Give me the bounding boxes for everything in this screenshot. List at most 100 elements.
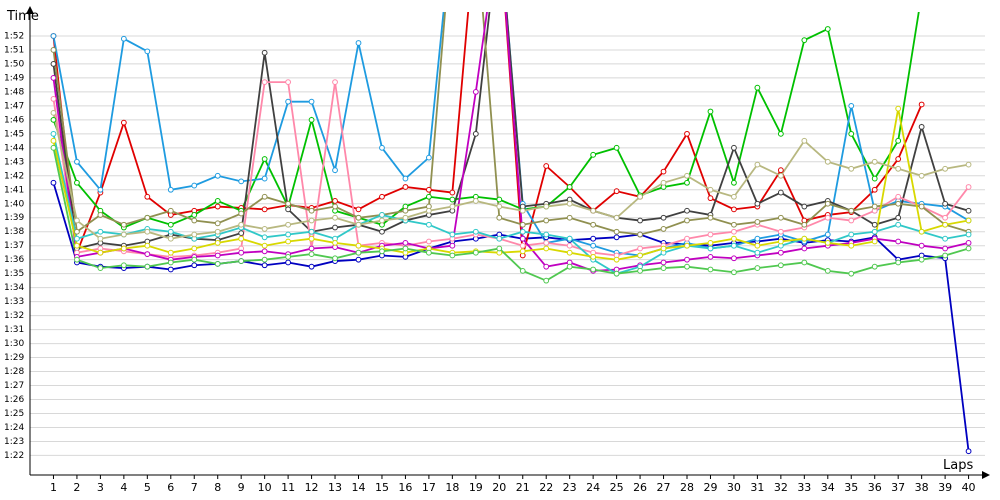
lap-point (895, 105, 902, 112)
lap-point (731, 221, 737, 228)
lap-point (167, 259, 174, 266)
x-tick-label: 9 (238, 481, 245, 494)
lap-point (519, 248, 526, 255)
lap-point (824, 26, 831, 32)
y-tick-label: 1:50 (4, 59, 24, 69)
lap-point (472, 198, 479, 204)
lap-point (777, 130, 784, 137)
lap-point (355, 242, 362, 249)
lap-point (167, 186, 174, 193)
lap-point (707, 253, 714, 260)
lap-point (895, 214, 902, 221)
y-tick-label: 1:51 (4, 45, 24, 55)
lap-point (519, 221, 526, 228)
lap-point (731, 193, 737, 200)
lap-point (379, 144, 385, 151)
lap-point (144, 263, 151, 270)
lap-point (74, 242, 80, 249)
lap-point (566, 249, 573, 256)
lap-point (801, 221, 808, 228)
series-line (52, 182, 970, 452)
y-tick-label: 1:31 (4, 325, 24, 335)
x-tick-label: 5 (144, 481, 151, 494)
lap-point (308, 116, 315, 123)
lap-point (824, 214, 831, 221)
lap-point (965, 240, 972, 246)
lap-point (824, 267, 831, 274)
lap-point (965, 161, 972, 168)
lap-point (777, 189, 784, 196)
lap-point (308, 217, 315, 224)
lap-point (50, 33, 57, 39)
lap-point (50, 179, 57, 186)
lap-point (707, 195, 714, 202)
x-tick-label: 18 (445, 481, 459, 494)
lap-point (519, 228, 526, 235)
lap-point (848, 270, 855, 277)
lap-point (590, 221, 597, 228)
y-tick-label: 1:37 (4, 241, 24, 251)
lap-point (167, 266, 174, 273)
lap-point (895, 137, 902, 144)
lap-point (191, 245, 198, 252)
lap-point (824, 231, 831, 238)
x-tick-label: 16 (398, 481, 412, 494)
lap-point (214, 172, 221, 179)
lap-point (261, 226, 268, 232)
x-tick-label: 38 (915, 481, 929, 494)
lap-point (167, 228, 174, 235)
lap-point (684, 256, 690, 263)
lap-point (50, 95, 57, 102)
lap-point (566, 242, 573, 249)
lap-point (355, 249, 362, 256)
series-line (52, 12, 923, 256)
lap-point (684, 179, 690, 186)
lap-point (97, 212, 104, 218)
lap-point (50, 61, 57, 67)
lap-point (472, 249, 479, 256)
x-tick-label: 8 (214, 481, 221, 494)
lap-point (425, 221, 432, 228)
lap-point (848, 217, 855, 224)
x-tick-label: 4 (120, 481, 127, 494)
lap-point (942, 245, 949, 252)
lap-point (707, 214, 714, 221)
lap-point (918, 203, 925, 210)
lap-point (613, 270, 620, 277)
lap-point (191, 256, 198, 263)
lap-point (731, 242, 737, 249)
lap-point (871, 263, 878, 270)
lap-point (543, 231, 550, 238)
lap-point (543, 245, 550, 252)
lap-point (191, 182, 198, 189)
lap-point (355, 40, 362, 46)
x-tick-label: 39 (938, 481, 952, 494)
lap-point (496, 196, 503, 203)
x-tick-label: 3 (97, 481, 104, 494)
x-tick-label: 40 (962, 481, 976, 494)
lap-point (707, 231, 714, 238)
lap-point (379, 193, 385, 200)
y-tick-label: 1:45 (4, 129, 24, 139)
lap-point (684, 242, 690, 249)
lap-point (777, 262, 784, 269)
lap-point (824, 240, 831, 246)
x-tick-label: 10 (258, 481, 272, 494)
lap-point (895, 165, 902, 172)
lap-point (637, 217, 643, 224)
lap-point (918, 242, 925, 249)
lap-point (848, 102, 855, 109)
lap-point (144, 48, 151, 55)
lap-point (238, 258, 245, 264)
lap-point (332, 240, 338, 246)
lap-point (613, 234, 620, 241)
lap-point (543, 203, 550, 210)
x-tick-label: 31 (750, 481, 764, 494)
lap-point (308, 251, 315, 257)
lap-point (754, 219, 761, 225)
lap-point (707, 266, 714, 273)
y-tick-label: 1:47 (4, 101, 24, 111)
lap-point (285, 200, 292, 207)
lap-point (425, 238, 432, 245)
